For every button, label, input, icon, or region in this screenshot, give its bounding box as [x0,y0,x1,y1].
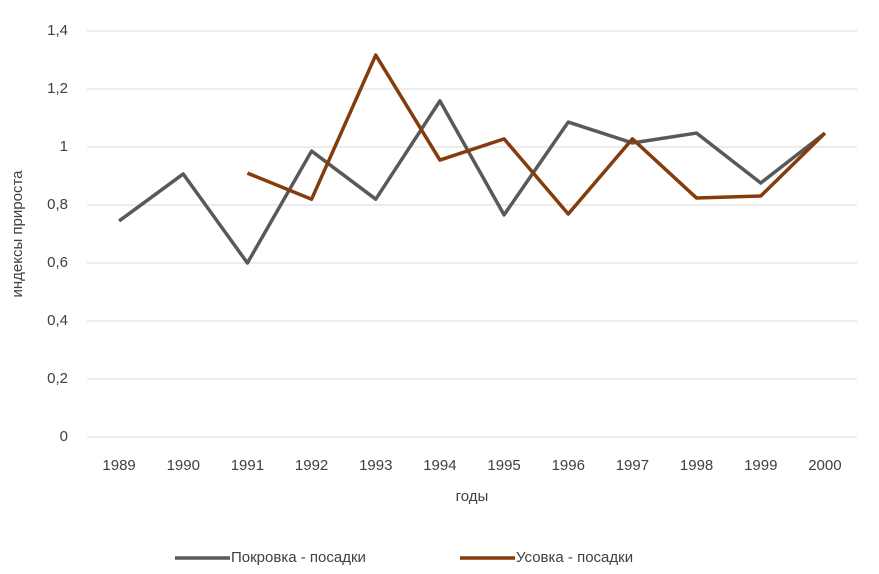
y-tick-label: 0 [60,428,68,445]
x-tick-label: 1998 [680,457,713,474]
x-tick-label: 1995 [487,457,520,474]
y-tick-label: 0,6 [47,254,68,271]
y-tick-label: 0,4 [47,312,68,329]
x-tick-label: 1994 [423,457,456,474]
legend-label: Покровка - посадки [231,549,366,566]
y-tick-label: 1 [60,138,68,155]
y-tick-label: 1,2 [47,80,68,97]
x-tick-label: 1992 [295,457,328,474]
x-tick-label: 1991 [231,457,264,474]
x-tick-label: 1993 [359,457,392,474]
x-tick-label: 1996 [552,457,585,474]
x-axis-label: годы [456,488,489,505]
y-tick-label: 1,4 [47,22,68,39]
legend-label: Усовка - посадки [516,549,633,566]
x-tick-label: 2000 [808,457,841,474]
y-tick-label: 0,8 [47,196,68,213]
line-series [246,53,827,216]
y-axis-label: индексы прироста [9,170,26,298]
x-tick-label: 1989 [102,457,135,474]
line-series [118,99,826,265]
y-tick-label: 0,2 [47,370,68,387]
x-tick-label: 1999 [744,457,777,474]
x-tick-label: 1997 [616,457,649,474]
x-tick-label: 1990 [167,457,200,474]
